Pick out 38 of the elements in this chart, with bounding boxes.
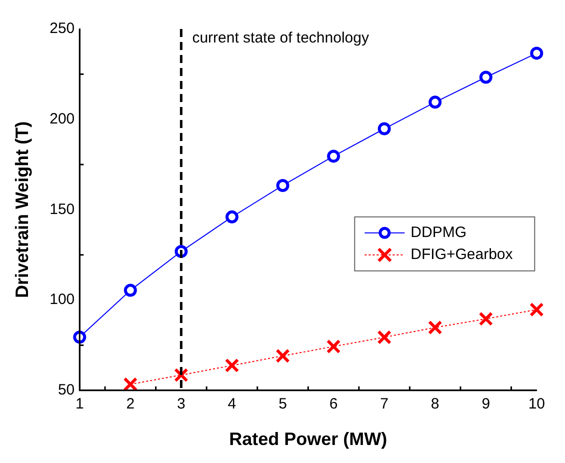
legend-label: DDPMG <box>410 224 466 242</box>
point <box>174 368 188 382</box>
y-axis-title: Drivetrain Weight (T) <box>12 121 32 298</box>
point <box>327 150 340 163</box>
point <box>73 330 86 344</box>
point <box>530 302 544 317</box>
point <box>225 210 238 224</box>
x-axis-title: Rated Power (MW) <box>229 429 388 450</box>
point <box>479 70 492 84</box>
x-tick-label: 10 <box>528 396 545 413</box>
point <box>478 312 494 326</box>
point <box>124 284 137 297</box>
x-tick-label: 2 <box>126 396 135 413</box>
x-tick-label: 9 <box>482 396 490 413</box>
x-tick-label: 7 <box>380 396 388 413</box>
point <box>377 330 392 344</box>
point <box>123 377 138 392</box>
point <box>224 358 240 373</box>
y-tick-label: 50 <box>58 382 75 399</box>
legend-label: DFIG+Gearbox <box>410 246 514 264</box>
y-tick-label: 150 <box>50 200 75 218</box>
y-tick-label: 200 <box>50 110 75 128</box>
ref-line-label: current state of technology <box>192 30 370 47</box>
point <box>276 348 290 364</box>
x-tick-label: 6 <box>329 396 338 413</box>
point <box>378 122 391 136</box>
x-tick-label: 5 <box>278 396 287 413</box>
x-tick-label: 8 <box>430 396 440 413</box>
y-tick-label: 250 <box>50 20 75 38</box>
point <box>428 320 442 335</box>
point <box>530 46 544 60</box>
y-tick-label: 100 <box>50 291 75 308</box>
point <box>326 339 341 354</box>
point <box>276 178 290 192</box>
point <box>428 96 442 109</box>
x-tick-label: 4 <box>228 396 236 413</box>
x-tick-label: 1 <box>75 396 84 413</box>
x-tick-label: 3 <box>177 396 186 413</box>
